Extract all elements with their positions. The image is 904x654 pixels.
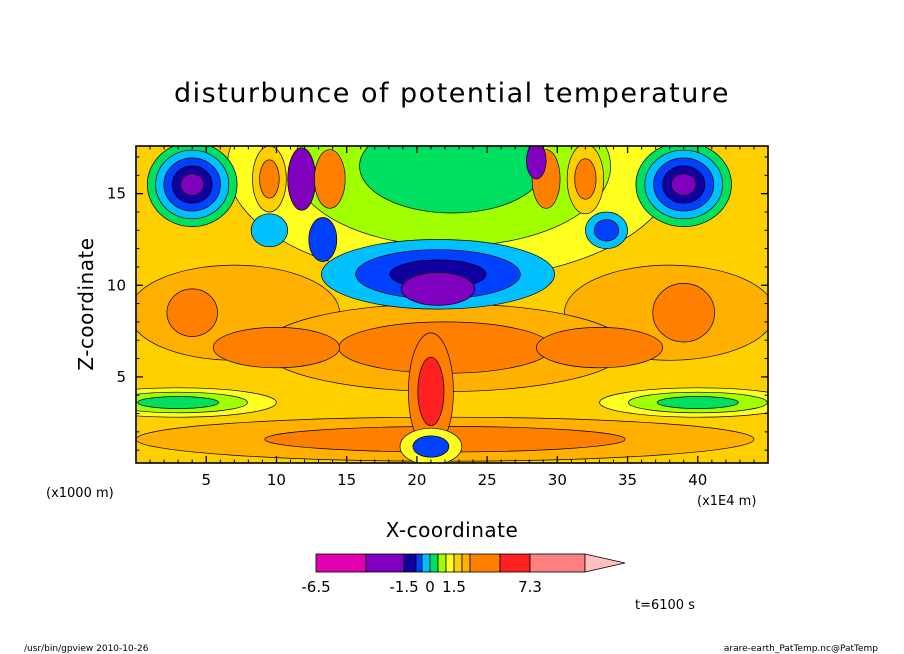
contour-level-0-2 — [359, 146, 545, 214]
contour-level-15-0 — [308, 217, 338, 262]
time-label: t=6100 s — [635, 598, 695, 613]
x-unit-left: (x1000 m) — [46, 486, 114, 501]
plot-frame — [135, 145, 769, 464]
x-tick-label: 5 — [201, 471, 211, 489]
contour-level-25-1 — [412, 435, 450, 458]
contour-level-11-4 — [180, 173, 205, 196]
colorbar-tick-label: -1.5 — [389, 578, 418, 596]
colorbar-swatch — [529, 553, 586, 573]
contour-level-19-0 — [287, 147, 317, 211]
contour-level-20-0 — [314, 149, 346, 209]
colorbar-swatch — [403, 553, 417, 573]
colorbar-swatch — [421, 553, 431, 573]
colorbar — [315, 553, 626, 573]
colorbar-swatch — [429, 553, 439, 573]
contour-level-23-1 — [574, 158, 597, 200]
contour-level-12-4 — [670, 173, 697, 196]
colorbar-swatch — [453, 553, 463, 573]
contour-level-13-0 — [250, 213, 289, 248]
x-tick-label: 25 — [478, 471, 497, 489]
footer-right: arare-earth_PatTemp.nc@PatTemp — [724, 644, 878, 654]
x-tick-label: 40 — [688, 471, 707, 489]
colorbar-swatch — [365, 553, 405, 573]
contour-level-17-0 — [401, 272, 475, 306]
colorbar-swatch — [437, 553, 447, 573]
colorbar-swatch — [415, 553, 423, 573]
contour-level-6-0 — [212, 327, 340, 369]
y-axis: 5 10 15 — [107, 156, 768, 451]
colorbar-swatch — [445, 553, 455, 573]
contour-level-10-2 — [656, 396, 739, 409]
colorbar-swatch — [315, 553, 367, 573]
colorbar-swatch — [499, 553, 531, 573]
contour-level-7-0 — [535, 327, 664, 369]
y-tick-label: 10 — [107, 276, 126, 294]
x-tick-label: 15 — [337, 471, 356, 489]
x-tick-label: 35 — [618, 471, 637, 489]
x-tick-label: 10 — [267, 471, 286, 489]
chart-title: disturbunce of potential temperature — [174, 78, 730, 109]
x-unit-right: (x1E4 m) — [697, 494, 756, 509]
x-axis-label: X-coordinate — [386, 518, 519, 542]
colorbar-swatch — [461, 553, 471, 573]
footer-left: /usr/bin/gpview 2010-10-26 — [24, 644, 149, 654]
contour-level-4-0 — [652, 283, 715, 343]
contour-level-22-0 — [526, 146, 547, 180]
x-tick-label: 20 — [407, 471, 426, 489]
contour-level-14-1 — [593, 219, 620, 242]
colorbar-swatch — [469, 553, 501, 573]
contour-level-3-0 — [166, 288, 218, 337]
contour-level-24-1 — [417, 356, 445, 427]
colorbar-ticks: -6.5 -1.5 0 1.5 7.3 — [301, 578, 542, 596]
colorbar-tick-label: -6.5 — [301, 578, 330, 596]
x-tick-label: 30 — [548, 471, 567, 489]
colorbar-extend-arrow — [584, 553, 626, 573]
contour-level-9-2 — [137, 396, 219, 409]
contour-level-18-1 — [259, 159, 280, 199]
x-axis: 5 10 15 20 25 30 35 40 — [149, 146, 755, 489]
y-axis-label: Z-coordinate — [74, 237, 98, 370]
y-tick-label: 15 — [107, 185, 126, 203]
contour-field — [136, 146, 768, 463]
colorbar-tick-label: 0 — [425, 578, 435, 596]
colorbar-tick-label: 1.5 — [442, 578, 466, 596]
y-tick-label: 5 — [116, 368, 126, 386]
colorbar-tick-label: 7.3 — [518, 578, 542, 596]
